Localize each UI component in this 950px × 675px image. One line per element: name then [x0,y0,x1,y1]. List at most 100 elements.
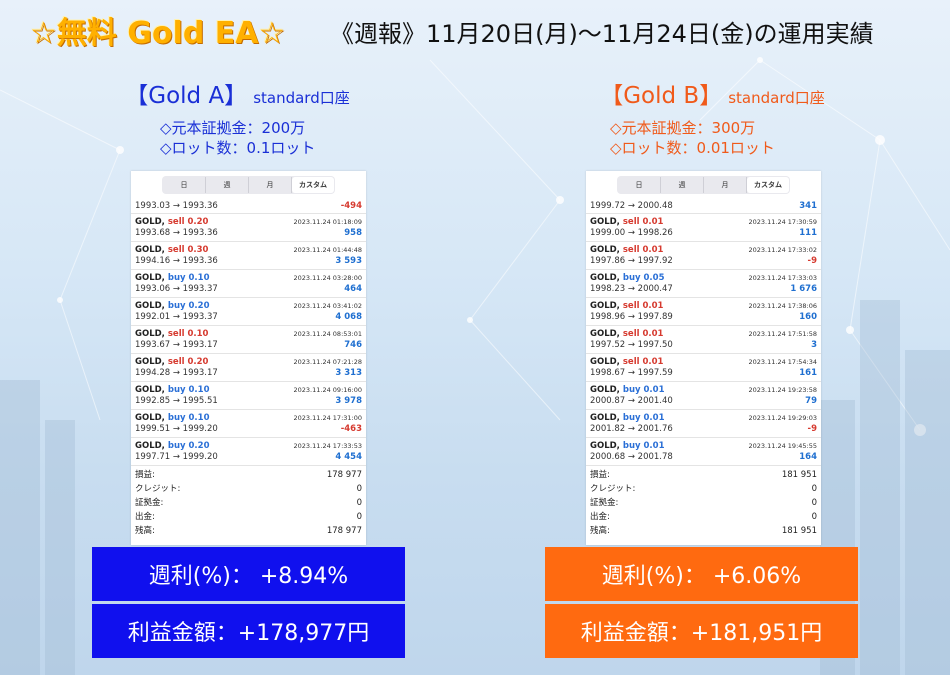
trade-pl: -9 [807,256,817,266]
trade-side: buy 0.01 [622,441,665,451]
trade-symbol: GOLD, [135,217,165,227]
trade-header: GOLD, buy 0.01 [590,385,664,395]
tab-week[interactable]: 週 [661,177,704,193]
summary-value: 0 [356,512,362,522]
trade-list: 1999.72 → 2000.48 341 GOLD, sell 0.01 2023.… [586,198,821,466]
trade-row[interactable]: GOLD, buy 0.01 2023.11.24 19:29:03 2001.82… [586,410,821,438]
summary-value: 181 951 [781,470,817,480]
trade-side: buy 0.10 [167,413,210,423]
trade-row[interactable]: GOLD, sell 0.01 2023.11.24 17:33:02 1997.8… [586,242,821,270]
trade-pl: 161 [799,368,817,378]
trade-row[interactable]: GOLD, buy 0.10 2023.11.24 09:16:00 1992.85… [131,382,366,410]
account-panel-b: 【Gold B】 standard口座 ◇元本証拠金：300万 ◇ロット数：0.0… [475,0,950,675]
trade-header: GOLD, buy 0.05 [590,273,664,283]
trade-row[interactable]: GOLD, sell 0.01 2023.11.24 17:38:06 1998.9… [586,298,821,326]
report-title: 《週報》11月20日(月)〜11月24日(金)の運用実績 [330,20,874,48]
trade-side: sell 0.01 [622,329,664,339]
trade-row[interactable]: GOLD, buy 0.01 2023.11.24 19:45:55 2000.68… [586,438,821,466]
account-title: 【Gold B】 standard口座 [475,76,950,110]
trade-prices: 1998.23 → 2000.47 [590,284,673,294]
summary-list: 損益: 178 977 クレジット: 0 証拠金: 0 出金: 0 残高: 178 977 [131,466,366,538]
trade-prices: 1992.85 → 1995.51 [135,396,218,406]
trade-datetime: 2023.11.24 01:18:09 [293,218,362,226]
trade-prices: 2000.68 → 2001.78 [590,452,673,462]
trade-row[interactable]: GOLD, buy 0.20 2023.11.24 03:41:02 1992.01… [131,298,366,326]
trade-row[interactable]: GOLD, sell 0.01 2023.11.24 17:30:59 1999.0… [586,214,821,242]
tab-custom[interactable]: カスタム [292,177,334,193]
trade-datetime: 2023.11.24 17:31:00 [293,414,362,422]
trade-side: sell 0.30 [167,245,209,255]
trade-datetime: 2023.11.24 07:21:28 [293,358,362,366]
trade-side: buy 0.01 [622,385,665,395]
trade-row[interactable]: GOLD, buy 0.05 2023.11.24 17:33:03 1998.23… [586,270,821,298]
tab-day[interactable]: 日 [618,177,661,193]
trade-row[interactable]: 1993.03 → 1993.36 -494 [131,198,366,214]
trade-symbol: GOLD, [590,413,620,423]
trade-datetime: 2023.11.24 03:41:02 [293,302,362,310]
trade-symbol: GOLD, [590,357,620,367]
trade-header: GOLD, sell 0.30 [135,245,208,255]
trade-datetime: 2023.11.24 17:54:34 [748,358,817,366]
tab-day[interactable]: 日 [163,177,206,193]
trade-row[interactable]: GOLD, buy 0.10 2023.11.24 17:31:00 1999.51… [131,410,366,438]
tab-custom[interactable]: カスタム [747,177,789,193]
tab-week[interactable]: 週 [206,177,249,193]
account-title: 【Gold A】 standard口座 [0,76,475,110]
trade-row[interactable]: GOLD, buy 0.10 2023.11.24 03:28:00 1993.06… [131,270,366,298]
trade-prices: 1997.52 → 1997.50 [590,340,673,350]
trade-header: GOLD, sell 0.20 [135,357,208,367]
trade-header: GOLD, sell 0.01 [590,217,663,227]
summary-label: 残高: [590,526,610,536]
trade-pl: 341 [799,201,817,211]
trade-row[interactable]: GOLD, sell 0.20 2023.11.24 07:21:28 1994.2… [131,354,366,382]
trade-symbol: GOLD, [590,385,620,395]
summary-label: 損益: [135,470,155,480]
trade-symbol: GOLD, [590,329,620,339]
summary-label: クレジット: [590,484,636,494]
trade-prices: 1999.00 → 1998.26 [590,228,673,238]
trade-side: buy 0.20 [167,441,210,451]
summary-label: 残高: [135,526,155,536]
trade-pl: -9 [807,424,817,434]
tab-month[interactable]: 月 [704,177,747,193]
trade-prices: 1994.28 → 1993.17 [135,368,218,378]
summary-row: 残高: 181 951 [590,524,817,538]
brand-title: ☆無料 Gold EA☆ [30,16,286,51]
trade-row[interactable]: GOLD, sell 0.10 2023.11.24 08:53:01 1993.6… [131,326,366,354]
trade-prices: 1992.01 → 1993.37 [135,312,218,322]
trade-row[interactable]: 1999.72 → 2000.48 341 [586,198,821,214]
summary-value: 0 [356,498,362,508]
trade-row[interactable]: GOLD, buy 0.01 2023.11.24 19:23:58 2000.87… [586,382,821,410]
summary-value: 178 977 [326,526,362,536]
trade-prices: 1999.51 → 1999.20 [135,424,218,434]
trade-symbol: GOLD, [135,385,165,395]
trade-header: GOLD, sell 0.01 [590,329,663,339]
summary-value: 0 [811,512,817,522]
trade-row[interactable]: GOLD, buy 0.20 2023.11.24 17:33:53 1997.71… [131,438,366,466]
trade-side: buy 0.20 [167,301,210,311]
trade-side: sell 0.01 [622,301,664,311]
period-tabs: 日 週 月 カスタム [617,176,790,194]
account-type: standard口座 [253,89,350,107]
trade-row[interactable]: GOLD, sell 0.01 2023.11.24 17:54:34 1998.6… [586,354,821,382]
headline: ☆無料 Gold EA☆ 《週報》11月20日(月)〜11月24日(金)の運用実… [0,12,950,56]
trade-pl: 3 313 [335,368,362,378]
trade-prices: 2000.87 → 2001.40 [590,396,673,406]
trade-symbol: GOLD, [135,329,165,339]
trade-prices: 1993.68 → 1993.36 [135,228,218,238]
trade-row[interactable]: GOLD, sell 0.20 2023.11.24 01:18:09 1993.6… [131,214,366,242]
trade-datetime: 2023.11.24 17:33:02 [748,246,817,254]
deposit-text: ◇元本証拠金：300万 [610,119,756,137]
trade-row[interactable]: GOLD, sell 0.30 2023.11.24 01:44:48 1994.1… [131,242,366,270]
tab-month[interactable]: 月 [249,177,292,193]
trade-pl: 111 [799,228,817,238]
profit-box: 利益金額：+178,977円 [92,604,405,658]
trade-datetime: 2023.11.24 17:30:59 [748,218,817,226]
summary-row: 証拠金: 0 [135,496,362,510]
summary-label: 証拠金: [135,498,164,508]
trade-datetime: 2023.11.24 09:16:00 [293,386,362,394]
summary-row: 損益: 178 977 [135,468,362,482]
trade-row[interactable]: GOLD, sell 0.01 2023.11.24 17:51:58 1997.5… [586,326,821,354]
trade-symbol: GOLD, [590,245,620,255]
